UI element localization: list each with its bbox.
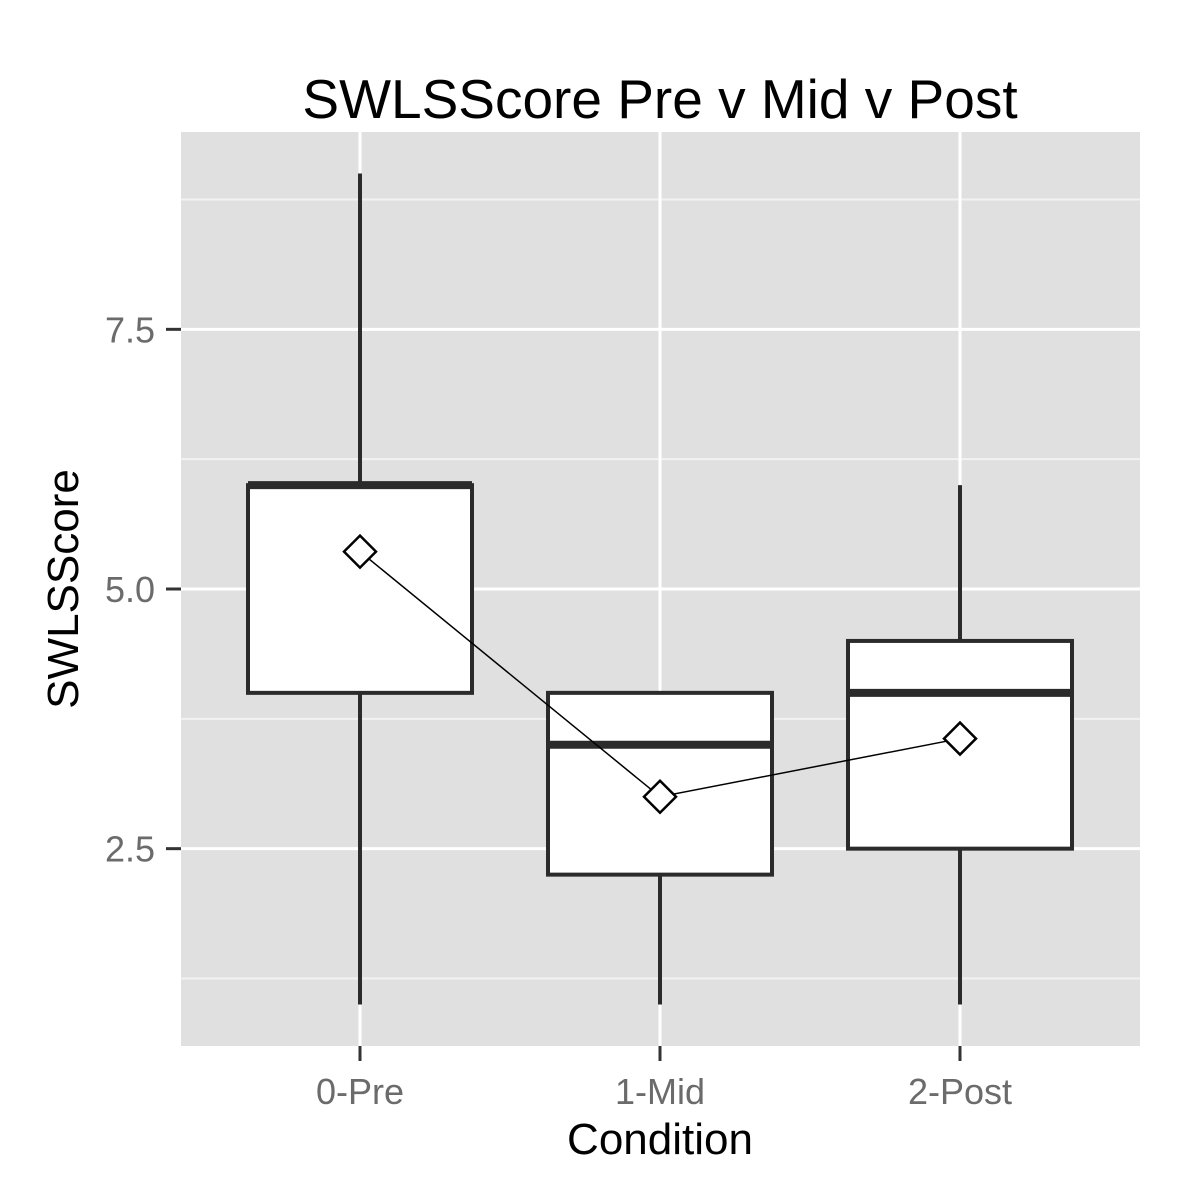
chart-title: SWLSScore Pre v Mid v Post	[302, 68, 1017, 130]
mean-series	[342, 533, 978, 815]
box-body	[246, 483, 474, 695]
y-tick-label: 7.5	[105, 309, 155, 350]
box-body	[546, 690, 774, 877]
y-tick-label: 2.5	[105, 829, 155, 870]
x-tick-label: 1-Mid	[615, 1071, 705, 1112]
x-axis-title: Condition	[567, 1115, 753, 1164]
mean-marker	[342, 533, 378, 570]
y-axis-title: SWLSScore	[39, 469, 88, 709]
y-tick-label: 5.0	[105, 569, 155, 610]
mean-marker	[942, 720, 978, 757]
box-0-Pre	[246, 173, 474, 1005]
tick-labels: 2.5 5.0 7.5 0-Pre 1-Mid 2-Post	[105, 309, 1012, 1112]
x-tick-label: 2-Post	[908, 1071, 1012, 1112]
x-tick-label: 0-Pre	[316, 1071, 404, 1112]
mean-marker	[642, 778, 678, 815]
axis-ticks	[166, 327, 962, 1061]
box-1-Mid	[546, 690, 774, 1005]
